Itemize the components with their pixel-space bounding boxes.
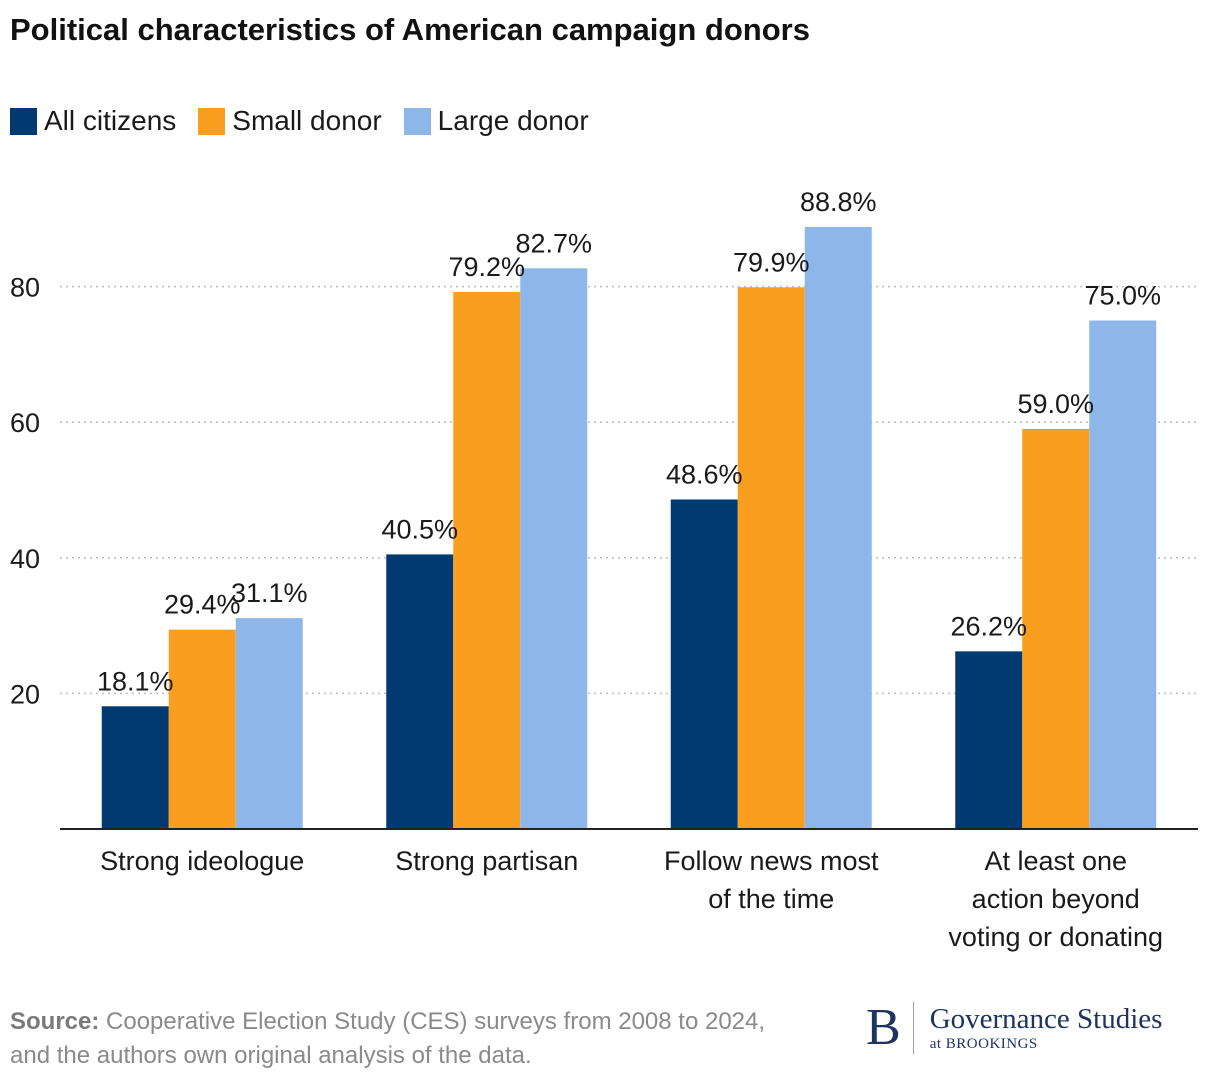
x-tick-label-line: of the time <box>708 884 834 914</box>
bar-2-0 <box>670 499 738 829</box>
legend: All citizens Small donor Large donor <box>10 102 611 140</box>
source-label: Source: <box>10 1008 100 1035</box>
x-tick-label-line: Follow news most <box>664 846 879 876</box>
legend-label-all-citizens: All citizens <box>44 105 177 136</box>
x-tick-label-line: Strong partisan <box>395 846 578 876</box>
bar-3-2 <box>1089 320 1157 829</box>
legend-item-small-donor: Small donor <box>198 105 382 137</box>
x-tick-label-0: Strong ideologue <box>100 846 304 876</box>
logo-divider <box>912 1002 914 1054</box>
y-tick-label-80: 80 <box>10 273 40 303</box>
legend-swatch-small-donor <box>198 107 226 135</box>
x-tick-label-2: Follow news most of the time <box>664 846 879 914</box>
x-tick-label-line: At least one <box>984 846 1127 876</box>
bar-1-0 <box>386 554 454 829</box>
source-text: Cooperative Election Study (CES) surveys… <box>10 1008 766 1069</box>
bar-chart: 20 40 60 80 18.1% 29.4%31.1% Strong ideologue 4… <box>10 187 1198 952</box>
bar-3-0 <box>955 651 1023 829</box>
bar-0-1 <box>168 629 236 829</box>
bar-0-2 <box>235 618 303 829</box>
data-label-3-1: 59.0% <box>1017 389 1094 419</box>
legend-label-small-donor: Small donor <box>232 105 382 136</box>
x-tick-label-1: Strong partisan <box>395 846 578 876</box>
y-tick-label-40: 40 <box>10 544 40 574</box>
bar-3-1 <box>1022 428 1090 829</box>
data-label-1-0: 40.5% <box>381 514 458 544</box>
data-label-3-0: 26.2% <box>950 611 1027 641</box>
logo-letter: B <box>866 999 901 1056</box>
data-label-2-1: 79.9% <box>733 247 810 277</box>
logo-main-text: Governance Studies <box>929 1003 1163 1035</box>
x-tick-label-3: At least one action beyond voting or donat… <box>948 846 1163 952</box>
x-tick-label-line: Strong ideologue <box>100 846 304 876</box>
y-tick-label-60: 60 <box>10 408 40 438</box>
bar-2-1 <box>737 287 805 829</box>
legend-label-large-donor: Large donor <box>437 105 589 136</box>
logo-sub-text: at BROOKINGS <box>929 1036 1038 1052</box>
brookings-logo: B Governance Studies at BROOKINGS <box>866 998 1162 1058</box>
legend-swatch-large-donor <box>403 107 431 135</box>
bar-1-2 <box>520 268 588 829</box>
data-label-0-0: 18.1% <box>97 666 174 696</box>
legend-item-large-donor: Large donor <box>403 105 589 137</box>
legend-item-all-citizens: All citizens <box>10 105 176 137</box>
data-label-3-2: 75.0% <box>1084 281 1161 311</box>
bar-2-2 <box>804 226 872 829</box>
x-tick-label-line: action beyond <box>972 884 1140 914</box>
x-tick-label-line: voting or donating <box>948 922 1163 952</box>
bar-1-1 <box>453 292 521 829</box>
data-label-1-1: 79.2% <box>448 252 525 282</box>
chart-title: Political characteristics of American ca… <box>10 12 810 47</box>
bar-0-0 <box>101 706 169 829</box>
data-label-0-1: 29.4% <box>164 590 241 620</box>
source-note: Source: Cooperative Election Study (CES)… <box>10 1005 810 1073</box>
legend-swatch-all-citizens <box>10 107 37 135</box>
y-tick-label-20: 20 <box>10 679 40 709</box>
data-label-0-2: 31.1% <box>231 578 308 608</box>
data-label-2-2: 88.8% <box>800 187 877 217</box>
data-label-2-0: 48.6% <box>666 459 743 489</box>
data-label-1-2: 82.7% <box>515 228 592 258</box>
